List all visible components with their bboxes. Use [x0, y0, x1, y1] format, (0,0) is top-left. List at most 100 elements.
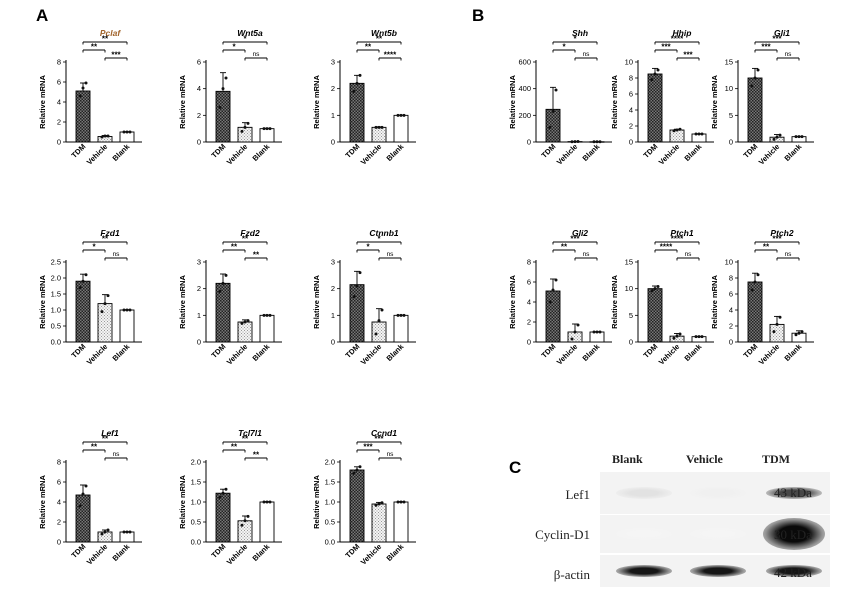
y-tick-label: 10 [625, 284, 633, 293]
data-point [265, 500, 269, 504]
panel-label-c: C [509, 458, 522, 477]
data-point [246, 514, 250, 518]
x-tick-label: TDM [210, 142, 228, 160]
chart-title: Pclaf [100, 28, 121, 38]
data-point [402, 500, 406, 504]
significance-label: **** [671, 35, 684, 44]
significance-label: ** [561, 243, 568, 252]
significance-label: ** [376, 35, 383, 44]
x-tick-label: TDM [742, 142, 760, 160]
bar-blank [393, 114, 409, 143]
data-point [103, 134, 107, 138]
data-point [656, 68, 660, 72]
data-point [573, 330, 577, 334]
significance-label: * [92, 243, 96, 252]
bar-vehicle [237, 126, 253, 143]
bar-tdm [349, 284, 365, 343]
y-axis-label: Relative mRNA [710, 75, 719, 129]
x-tick-label: Blank [111, 141, 132, 162]
data-point [592, 140, 596, 144]
y-axis-label: Relative mRNA [38, 275, 47, 329]
data-point [775, 135, 779, 139]
y-tick-label: 1.5 [51, 290, 61, 299]
data-point [84, 81, 88, 85]
significance-label: * [573, 35, 577, 44]
data-point [352, 471, 356, 475]
significance-label: * [232, 43, 236, 52]
y-tick-label: 1 [331, 111, 335, 120]
y-tick-label: 2 [729, 322, 733, 331]
y-axis-label: Relative mRNA [610, 275, 619, 329]
x-tick-label: Vehicle [757, 142, 782, 167]
data-point [122, 530, 126, 534]
data-point [756, 273, 760, 277]
data-point [694, 335, 698, 339]
significance-label: *** [570, 235, 580, 244]
chart-svg: Tcl7l1 Relative mRNA 0.0 0.5 1.0 1.5 2.0 TDMVeh… [178, 428, 282, 567]
data-point [78, 286, 82, 290]
significance-label: ** [763, 243, 770, 252]
bar-vehicle [371, 321, 387, 343]
y-tick-label: 600 [518, 58, 531, 67]
x-tick-label: Blank [385, 541, 406, 562]
significance-label: * [377, 235, 381, 244]
bar-vehicle [371, 126, 387, 143]
x-tick-label: Vehicle [359, 142, 384, 167]
data-point [650, 289, 654, 293]
data-point [352, 89, 356, 93]
y-tick-label: 1 [197, 311, 201, 320]
data-point [377, 502, 381, 506]
blot-band-blank [616, 528, 672, 540]
significance-label: *** [374, 435, 384, 444]
data-point [399, 313, 403, 317]
data-point [656, 285, 660, 289]
x-tick-label: Blank [251, 341, 272, 362]
chart-ccnd1: Ccnd1 Relative mRNA 0.0 0.5 1.0 1.5 2.0 TDM Vehi… [312, 428, 452, 580]
y-tick-label: 0 [729, 338, 733, 347]
data-point [772, 330, 776, 334]
y-axis-label: Relative mRNA [312, 475, 321, 529]
chart-title: Ptch1 [670, 228, 693, 238]
data-point [797, 331, 801, 335]
y-tick-label: 2.0 [191, 458, 201, 467]
blot-band-blank [616, 565, 672, 577]
blot-strip-cyclin-d1 [600, 515, 830, 553]
data-point [352, 295, 356, 299]
significance-label: ns [387, 251, 395, 258]
significance-label: ** [253, 451, 260, 460]
y-axis-label: Relative mRNA [312, 75, 321, 129]
data-point [355, 284, 359, 288]
y-axis-label: Relative mRNA [38, 75, 47, 129]
blot-band-vehicle [690, 528, 746, 540]
data-point [125, 308, 129, 312]
chart-tcl7l1: Tcl7l1 Relative mRNA 0.0 0.5 1.0 1.5 2.0 TDM Veh… [178, 428, 318, 580]
western-blot: Blank Vehicle TDM Lef1 Cyclin-D1 β-actin… [535, 452, 860, 592]
y-tick-label: 1.5 [191, 478, 201, 487]
y-tick-label: 400 [518, 84, 531, 93]
significance-label: ns [253, 51, 261, 58]
data-point [240, 523, 244, 527]
y-axis-label: Relative mRNA [312, 275, 321, 329]
data-point [78, 94, 82, 98]
y-axis-label: Relative mRNA [610, 75, 619, 129]
data-point [794, 333, 798, 337]
significance-label: *** [661, 43, 671, 52]
x-tick-label: TDM [344, 342, 362, 360]
data-point [750, 84, 754, 88]
x-tick-label: TDM [742, 342, 760, 360]
data-point [355, 468, 359, 472]
bar-tdm [647, 288, 663, 343]
data-point [377, 319, 381, 323]
x-tick-label: TDM [70, 142, 88, 160]
bar-vehicle [237, 520, 253, 543]
y-tick-label: 0 [57, 138, 61, 147]
significance-label: *** [772, 35, 782, 44]
x-tick-label: TDM [344, 542, 362, 560]
y-tick-label: 10 [725, 258, 733, 267]
y-tick-label: 4 [197, 84, 201, 93]
y-tick-label: 0 [197, 338, 201, 347]
chart-title: Ptch2 [770, 228, 793, 238]
y-tick-label: 6 [527, 278, 531, 287]
